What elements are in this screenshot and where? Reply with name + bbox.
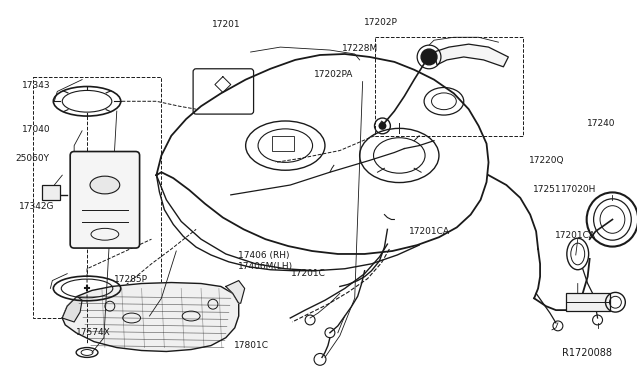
Text: 17342G: 17342G: [19, 202, 54, 211]
Text: 17285P: 17285P: [114, 275, 148, 284]
Ellipse shape: [90, 176, 120, 194]
Bar: [374, 37, 524, 136]
Polygon shape: [62, 296, 82, 322]
Polygon shape: [226, 280, 244, 303]
Text: 17406M(LH): 17406M(LH): [237, 262, 292, 271]
Text: 25060Y: 25060Y: [15, 154, 49, 163]
Text: 17801C: 17801C: [234, 341, 269, 350]
Text: 17202PA: 17202PA: [314, 70, 353, 79]
Text: 17201C: 17201C: [291, 269, 326, 279]
Polygon shape: [434, 44, 508, 67]
Text: R1720088: R1720088: [562, 348, 612, 358]
Text: 17228M: 17228M: [342, 44, 378, 53]
Text: 17343: 17343: [22, 81, 51, 90]
Text: 17574X: 17574X: [76, 328, 111, 337]
Text: 17220Q: 17220Q: [529, 156, 565, 165]
Text: 17201CA: 17201CA: [555, 231, 596, 240]
Circle shape: [378, 122, 387, 130]
Text: 17020H: 17020H: [561, 185, 596, 194]
Text: 17406 (RH): 17406 (RH): [237, 251, 289, 260]
FancyBboxPatch shape: [70, 151, 140, 248]
Bar: [33, 77, 161, 318]
Text: 17240: 17240: [586, 119, 615, 128]
Text: 17202P: 17202P: [364, 19, 398, 28]
Text: 17040: 17040: [22, 125, 51, 134]
Bar: [566, 294, 611, 311]
Bar: [273, 136, 294, 151]
Polygon shape: [62, 283, 239, 352]
Bar: [42, 185, 60, 200]
Text: 17201CA: 17201CA: [409, 227, 450, 236]
Text: 17201: 17201: [212, 20, 241, 29]
Text: 17251: 17251: [532, 185, 561, 194]
Circle shape: [421, 49, 437, 65]
